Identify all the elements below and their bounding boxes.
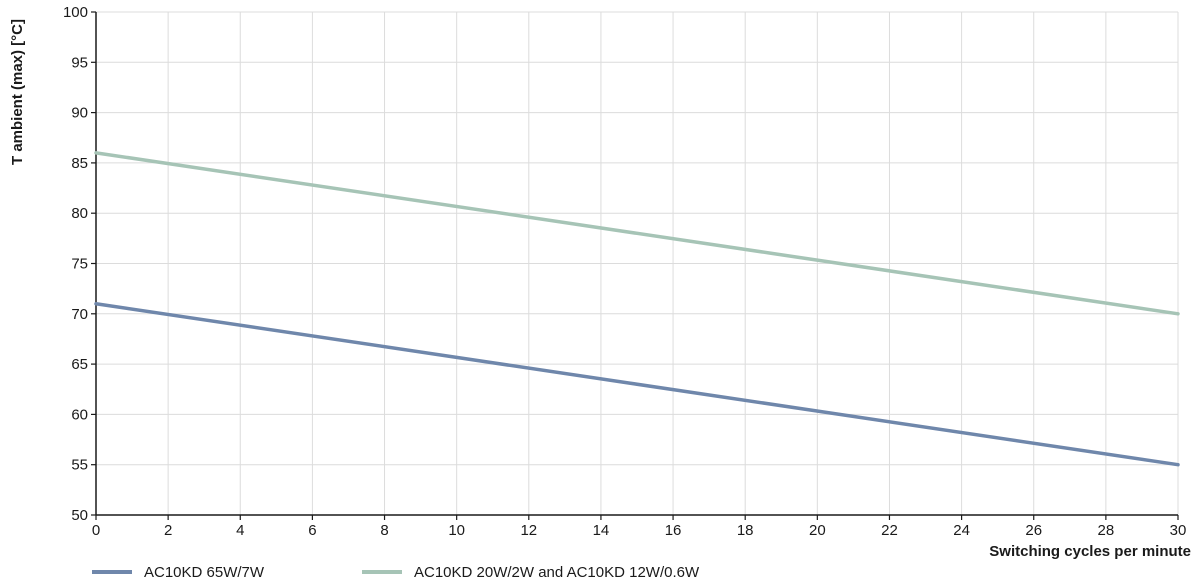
y-tick-label: 80 xyxy=(71,205,88,222)
y-tick-label: 55 xyxy=(71,457,88,474)
y-tick-label: 65 xyxy=(71,356,88,373)
legend: AC10KD 65W/7W AC10KD 20W/2W and AC10KD 12… xyxy=(92,564,700,581)
y-tick-label: 75 xyxy=(71,256,88,273)
x-tick-label: 2 xyxy=(164,522,172,539)
axes xyxy=(91,11,1179,520)
x-tick-label: 14 xyxy=(593,522,610,539)
x-axis-title: Switching cycles per minute xyxy=(989,543,1191,560)
grid xyxy=(95,11,1179,516)
x-tick-label: 22 xyxy=(881,522,898,539)
x-tick-label: 26 xyxy=(1025,522,1042,539)
x-tick-label: 10 xyxy=(448,522,465,539)
x-tick-label: 4 xyxy=(236,522,244,539)
x-tick-label: 20 xyxy=(809,522,826,539)
tick-labels: 0 2 4 6 8 10 12 14 16 18 20 22 24 26 28 305055606570758… xyxy=(63,4,1186,539)
y-tick-label: 85 xyxy=(71,155,88,172)
x-tick-label: 16 xyxy=(665,522,682,539)
x-tick-label: 24 xyxy=(953,522,970,539)
y-tick-label: 100 xyxy=(63,4,88,21)
legend-label-1: AC10KD 65W/7W xyxy=(144,564,265,581)
x-tick-label: 18 xyxy=(737,522,754,539)
legend-label-2: AC10KD 20W/2W and AC10KD 12W/0.6W xyxy=(414,564,700,581)
series-line-2 xyxy=(94,151,1180,316)
x-tick-label: 12 xyxy=(520,522,537,539)
y-tick-label: 50 xyxy=(71,507,88,524)
y-tick-label: 60 xyxy=(71,406,88,423)
x-tick-label: 28 xyxy=(1098,522,1115,539)
x-tick-label: 8 xyxy=(380,522,388,539)
y-tick-label: 95 xyxy=(71,54,88,71)
x-tick-label: 0 xyxy=(92,522,100,539)
y-tick-label: 90 xyxy=(71,105,88,122)
series-lines xyxy=(94,151,1180,467)
y-axis-title: T ambient (max) [°C] xyxy=(9,19,26,165)
x-tick-label: 30 xyxy=(1170,522,1187,539)
series-line-1 xyxy=(94,301,1180,467)
x-tick-label: 6 xyxy=(308,522,316,539)
y-tick-label: 70 xyxy=(71,306,88,323)
